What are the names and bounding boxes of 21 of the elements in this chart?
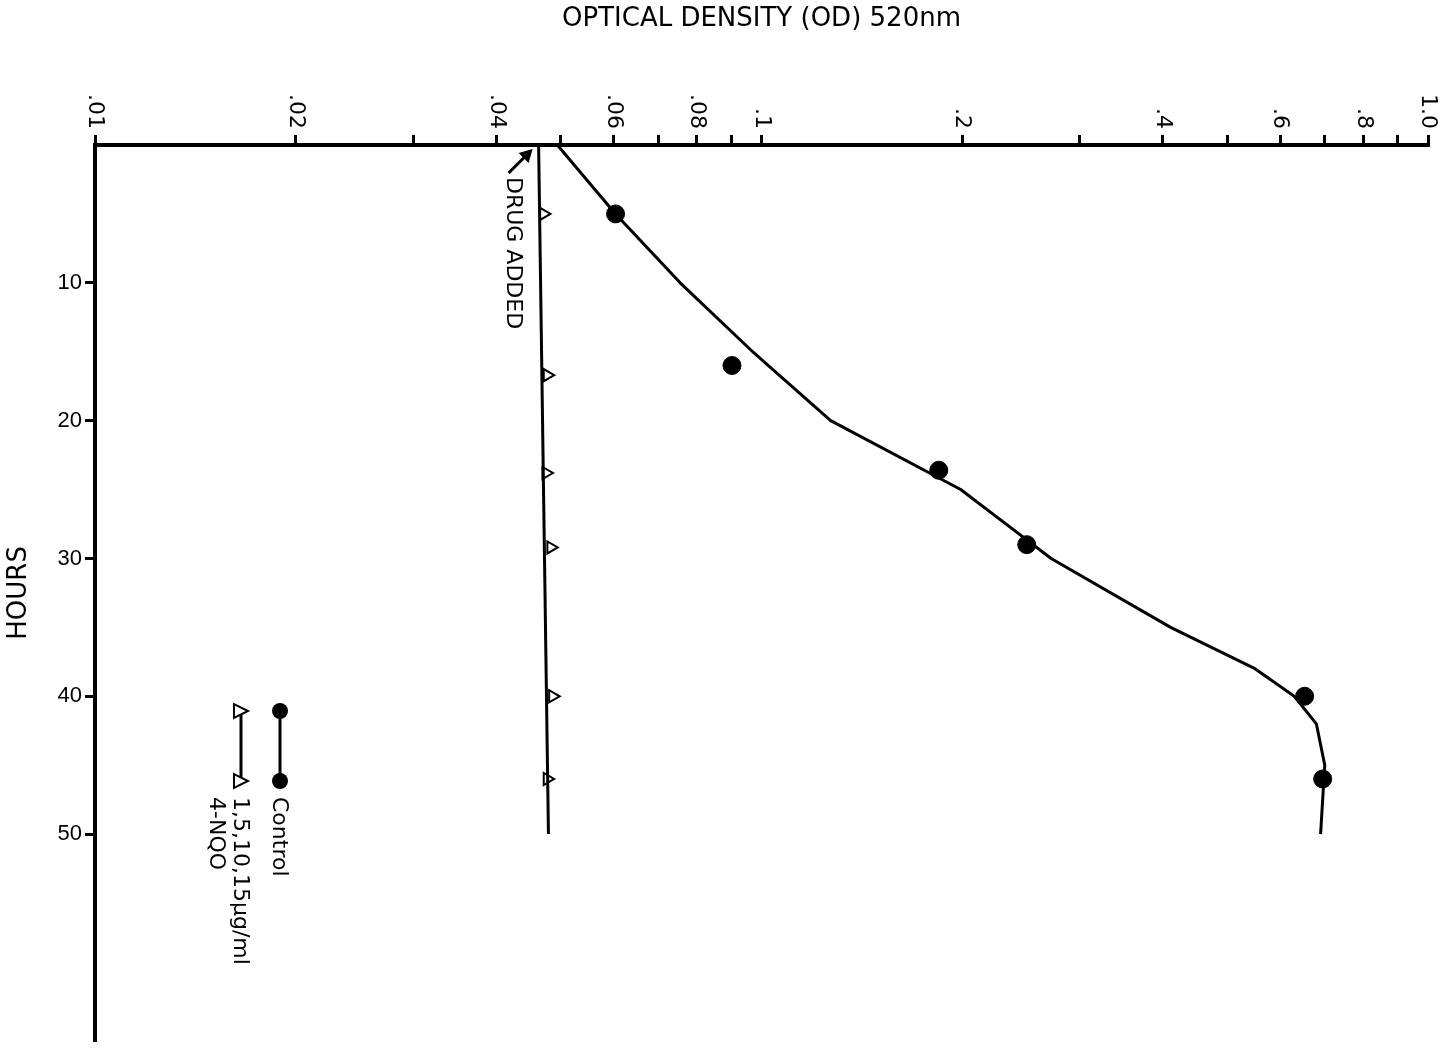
- x-axis-title: OPTICAL DENSITY (OD) 520nm: [562, 2, 961, 33]
- y-tick-label: 40: [57, 682, 82, 708]
- x-tick-label: .04: [485, 94, 511, 129]
- x-tick-label: .06: [602, 94, 628, 129]
- x-tick-label: .02: [284, 94, 310, 129]
- y-axis-title: HOURS: [2, 546, 33, 640]
- legend-label: Control: [267, 796, 293, 879]
- x-tick-label: .4: [1152, 108, 1178, 129]
- x-tick-label: .1: [750, 108, 776, 129]
- x-tick-label: .08: [686, 94, 712, 129]
- x-tick-label: .6: [1269, 108, 1295, 129]
- y-tick-label: 50: [57, 820, 82, 846]
- y-tick-label: 30: [57, 544, 82, 570]
- y-tick-label: 20: [57, 406, 82, 432]
- x-tick-label: 1.0: [1417, 94, 1443, 129]
- legend-label: 1,5,10,15µg/ml 4-NQO: [205, 796, 255, 967]
- x-tick-label: .8: [1352, 108, 1378, 129]
- x-tick-label: .01: [84, 94, 110, 129]
- annotation: DRUG ADDED: [501, 177, 527, 330]
- y-tick-label: 10: [57, 268, 82, 294]
- x-tick-label: .2: [951, 108, 977, 129]
